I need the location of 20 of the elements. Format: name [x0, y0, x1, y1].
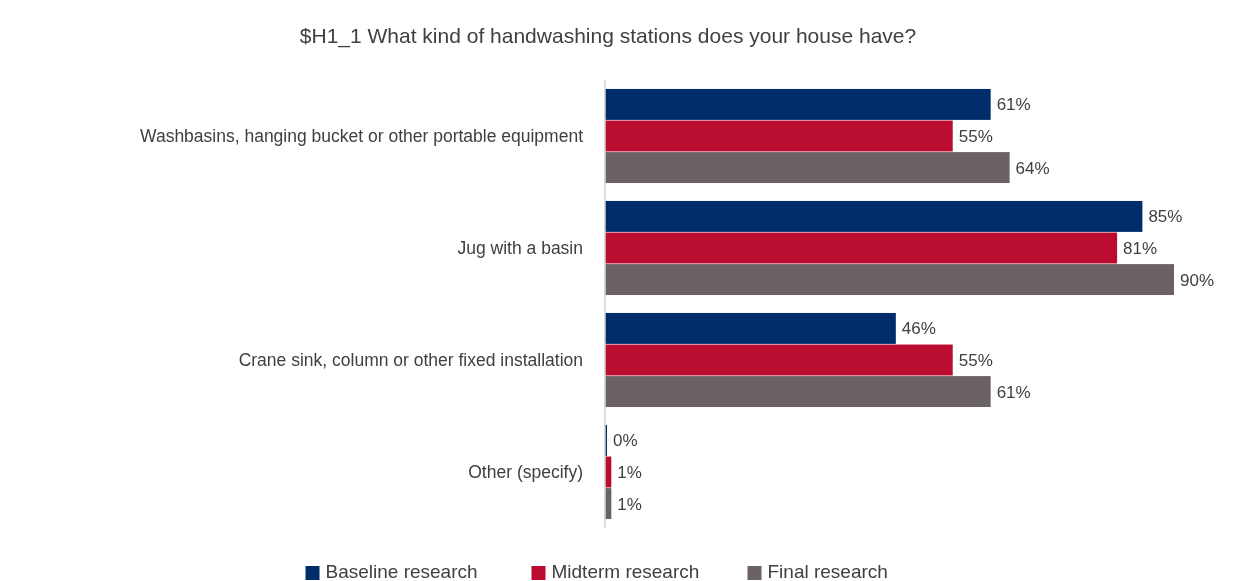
- y-tick-label: Other (specify): [468, 462, 583, 482]
- data-label: 61%: [996, 382, 1031, 402]
- data-label: 55%: [958, 127, 993, 146]
- legend-label: Midterm research: [551, 561, 700, 581]
- y-tick-label: Crane sink, column or other fixed installation: [238, 350, 583, 370]
- data-label: 81%: [1123, 239, 1158, 258]
- data-label: 1%: [617, 494, 642, 514]
- data-label: 61%: [996, 95, 1031, 115]
- legend-label: Baseline research: [325, 561, 478, 581]
- chart-title: $H1_1 What kind of handwashing stations does your house have?: [299, 24, 917, 48]
- legend-label: Final research: [767, 561, 888, 581]
- data-label: 0%: [613, 431, 638, 451]
- y-tick-label: Jug with a basin: [457, 238, 583, 258]
- data-label: 90%: [1180, 270, 1215, 290]
- data-label: 46%: [901, 319, 936, 339]
- y-tick-label: Washbasins, hanging bucket or other portable equipment: [140, 126, 584, 146]
- data-label: 1%: [617, 463, 642, 482]
- data-label: 85%: [1148, 207, 1183, 227]
- data-label: 55%: [958, 351, 993, 370]
- data-label: 64%: [1015, 158, 1050, 178]
